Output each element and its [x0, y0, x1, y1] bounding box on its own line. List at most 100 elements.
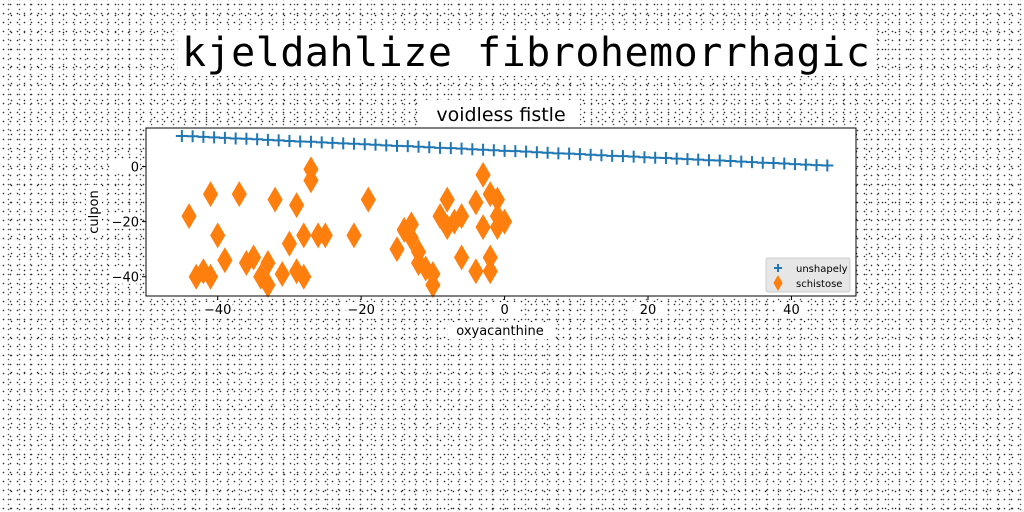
unshapely-point-6: [240, 132, 253, 145]
unshapely-point-51: [724, 155, 737, 168]
series-unshapely: [175, 129, 834, 172]
unshapely-point-55: [767, 156, 780, 169]
schistose-point-37: [439, 186, 455, 213]
schistose-point-4: [202, 263, 219, 290]
unshapely-point-4: [218, 131, 231, 144]
unshapely-point-58: [799, 158, 812, 171]
unshapely-point-8: [261, 133, 274, 146]
x-tick-label-backdrop-2: [489, 302, 520, 317]
schistose-point-24: [346, 222, 362, 249]
legend-box: [765, 257, 851, 293]
unshapely-point-3: [208, 131, 221, 144]
schistose-point-42: [468, 189, 484, 216]
unshapely-point-9: [272, 134, 285, 147]
x-tick-label-0: −40: [204, 303, 231, 318]
page-title: kjeldahlize fibrohemorrhagic: [178, 30, 875, 76]
unshapely-point-29: [487, 144, 500, 157]
unshapely-point-50: [713, 154, 726, 167]
unshapely-point-36: [563, 147, 576, 160]
schistose-point-51: [497, 208, 513, 235]
unshapely-point-32: [520, 145, 533, 158]
x-axis-label: oxyacanthine: [456, 324, 543, 339]
schistose-point-43: [475, 161, 491, 188]
schistose-point-34: [425, 271, 441, 298]
unshapely-point-11: [294, 135, 307, 148]
legend: unshapely schistose: [765, 257, 851, 293]
chart-marks: [175, 129, 834, 298]
schistose-point-46: [482, 258, 498, 285]
schistose-point-32: [418, 255, 434, 282]
unshapely-point-52: [735, 155, 748, 168]
x-tick-label-backdrop-1: [346, 302, 377, 317]
y-axis-label: culpon: [87, 190, 102, 233]
unshapely-point-37: [573, 148, 586, 161]
unshapely-point-48: [692, 153, 705, 166]
x-axis-label-backdrop: [448, 322, 552, 339]
unshapely-point-2: [197, 130, 210, 143]
unshapely-point-57: [789, 158, 802, 171]
series-schistose: [181, 156, 513, 298]
unshapely-point-22: [412, 140, 425, 153]
unshapely-point-28: [477, 143, 490, 156]
y-tick-label-2: −40: [112, 271, 139, 286]
unshapely-point-13: [315, 136, 328, 149]
legend-marker-unshapely: [774, 264, 782, 272]
x-tick-label-backdrop-3: [633, 302, 664, 317]
unshapely-point-44: [649, 151, 662, 164]
schistose-point-0: [181, 203, 197, 230]
y-tick-label-backdrop-2: [110, 268, 140, 284]
unshapely-point-40: [606, 149, 619, 162]
y-tick-label-backdrop-1: [110, 213, 140, 229]
schistose-point-23: [317, 222, 333, 249]
unshapely-point-19: [380, 139, 393, 152]
unshapely-point-16: [347, 137, 360, 150]
unshapely-point-35: [552, 147, 565, 160]
schistose-point-49: [489, 186, 505, 213]
x-tick-label-4: 40: [783, 303, 800, 318]
unshapely-point-26: [455, 142, 468, 155]
chart-title-backdrop: [420, 100, 580, 127]
unshapely-point-24: [434, 141, 447, 154]
unshapely-point-0: [175, 129, 188, 142]
legend-label-unshapely: unshapely: [796, 264, 848, 275]
unshapely-point-39: [595, 149, 608, 162]
y-tick-label-backdrop-0: [110, 158, 140, 174]
unshapely-point-20: [391, 139, 404, 152]
schistose-point-25: [360, 186, 376, 213]
schistose-point-26: [389, 236, 405, 263]
x-tick-label-backdrop-0: [202, 302, 233, 317]
unshapely-point-7: [251, 133, 264, 146]
unshapely-point-30: [498, 144, 511, 157]
schistose-point-21: [303, 156, 319, 183]
unshapely-point-23: [423, 141, 436, 154]
schistose-point-18: [296, 222, 312, 249]
y-tick-label-1: −20: [112, 216, 139, 231]
unshapely-point-27: [466, 143, 479, 156]
unshapely-point-59: [810, 159, 823, 172]
schistose-point-6: [217, 247, 233, 274]
plot-frame: [145, 127, 857, 297]
unshapely-point-21: [401, 140, 414, 153]
schistose-point-44: [475, 214, 491, 241]
schistose-point-40: [453, 244, 470, 271]
unshapely-point-10: [283, 134, 296, 147]
unshapely-point-12: [304, 135, 317, 148]
y-axis-label-backdrop: [86, 185, 102, 237]
schistose-point-41: [468, 258, 484, 285]
unshapely-point-33: [530, 146, 543, 159]
schistose-point-11: [260, 271, 276, 298]
unshapely-point-49: [702, 154, 715, 167]
schistose-point-14: [274, 260, 290, 287]
unshapely-point-38: [584, 148, 597, 161]
x-tick-label-1: −20: [347, 303, 374, 318]
unshapely-point-45: [659, 152, 672, 165]
unshapely-point-5: [229, 132, 242, 145]
schistose-point-29: [403, 225, 419, 252]
unshapely-point-34: [541, 146, 554, 159]
unshapely-point-18: [369, 138, 382, 151]
legend-label-schistose: schistose: [796, 279, 842, 290]
schistose-point-2: [195, 258, 211, 285]
unshapely-point-46: [670, 152, 683, 165]
schistose-point-5: [210, 222, 226, 249]
